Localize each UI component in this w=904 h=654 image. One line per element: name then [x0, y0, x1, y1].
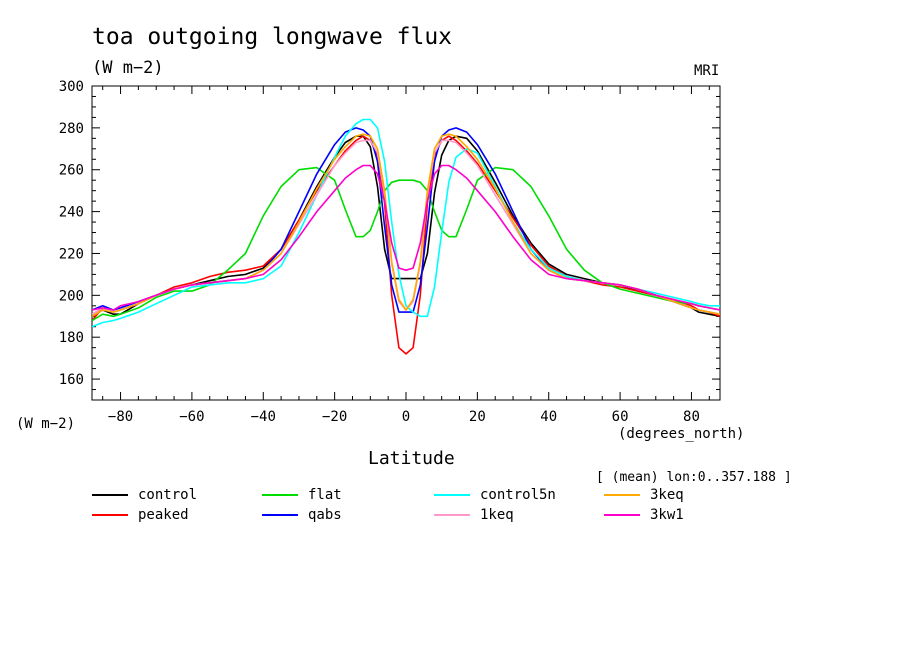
- series-line-control5n: [92, 118, 720, 328]
- x-tick-label: −20: [322, 409, 347, 425]
- y-tick-label: 300: [59, 79, 84, 95]
- x-tick-label: −80: [108, 409, 133, 425]
- x-tick-label: 0: [402, 409, 410, 425]
- y-tick-label: 220: [59, 246, 84, 262]
- x-tick-label: −40: [251, 409, 276, 425]
- x-tick-label: 80: [683, 409, 700, 425]
- chart-subtitle: (W m−2): [92, 58, 164, 78]
- x-tick-label: 20: [469, 409, 486, 425]
- model-label: MRI: [694, 63, 720, 79]
- series-line-flat: [92, 166, 720, 322]
- y-axis-label: (W m−2): [16, 416, 76, 432]
- averaging-note: [ (mean) lon:0..357.188 ]: [596, 470, 792, 485]
- y-tick-label: 280: [59, 121, 84, 137]
- chart-title: toa outgoing longwave flux: [92, 24, 453, 50]
- series-line-peaked: [92, 135, 720, 355]
- x-axis-label: Latitude: [368, 448, 455, 469]
- series-line-3kw1: [92, 164, 720, 311]
- y-tick-label: 260: [59, 163, 84, 179]
- y-tick-label: 180: [59, 330, 84, 346]
- x-tick-label: −60: [179, 409, 204, 425]
- y-tick-label: 200: [59, 288, 84, 304]
- x-axis-unit: (degrees_north): [618, 426, 745, 442]
- x-tick-label: 60: [612, 409, 629, 425]
- y-tick-label: 160: [59, 372, 84, 388]
- y-tick-label: 240: [59, 205, 84, 221]
- x-tick-label: 40: [540, 409, 557, 425]
